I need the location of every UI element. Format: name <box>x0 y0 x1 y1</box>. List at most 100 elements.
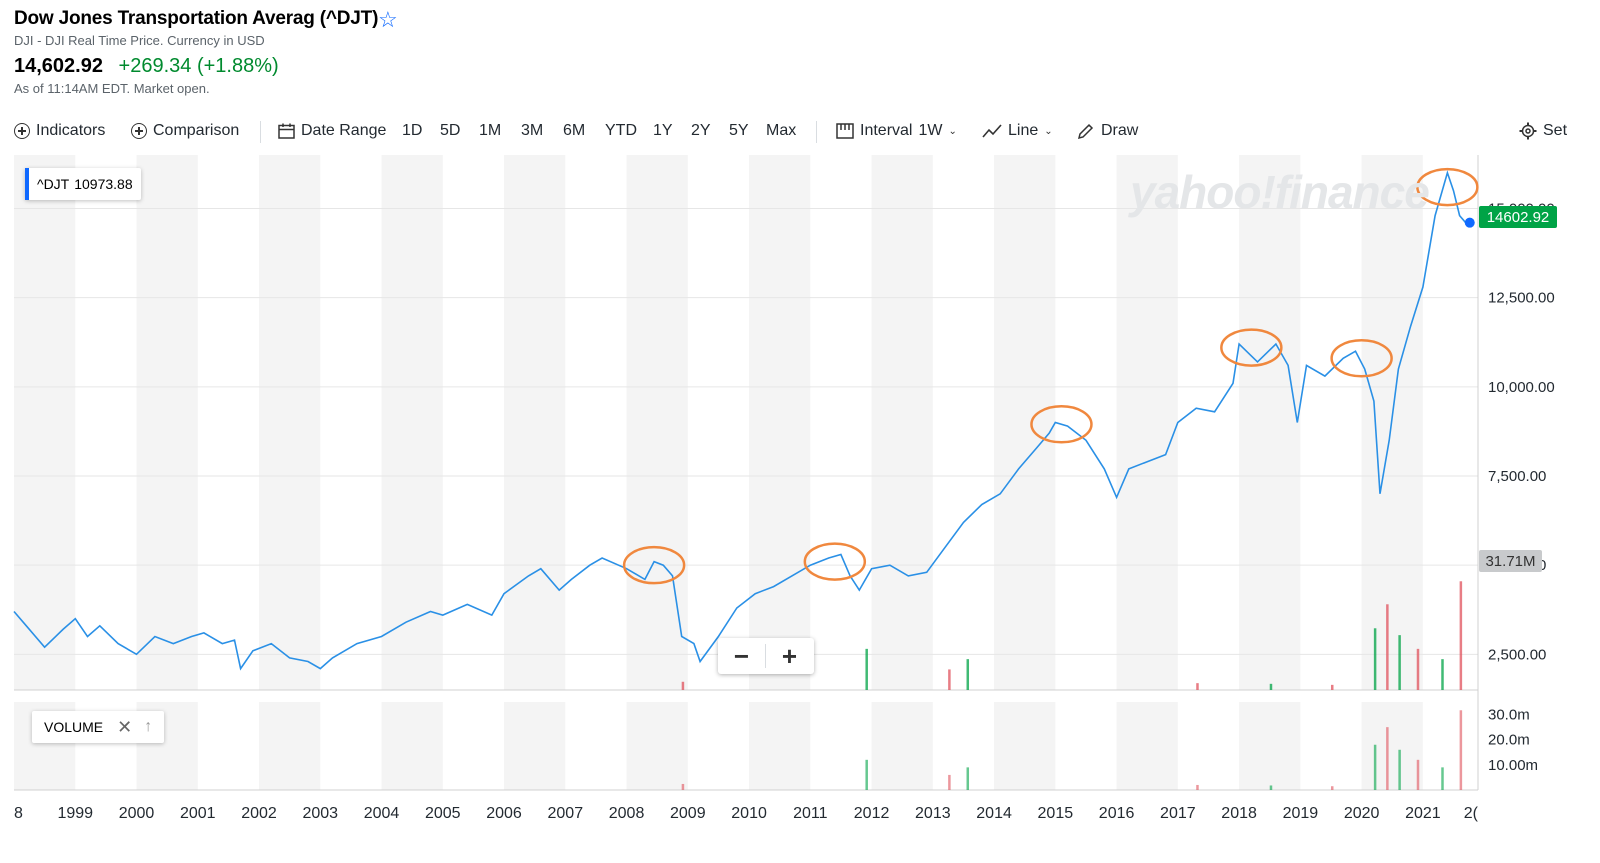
x-tick-label: 2005 <box>425 805 461 822</box>
range-6m[interactable]: 6M <box>563 122 586 139</box>
volume-bar <box>1459 581 1463 690</box>
volume-bar <box>948 669 951 690</box>
gear-icon <box>1519 122 1537 140</box>
year-band <box>1239 702 1301 790</box>
volume-bar <box>1398 635 1401 690</box>
year-band <box>1239 155 1301 690</box>
chevron-down-icon: ⌄ <box>1044 125 1053 137</box>
year-band <box>259 702 321 790</box>
quote-subtitle: DJI - DJI Real Time Price. Currency in U… <box>14 33 265 48</box>
year-band <box>504 155 566 690</box>
year-band <box>136 155 198 690</box>
x-tick-label: 2000 <box>119 805 155 822</box>
range-1d[interactable]: 1D <box>402 122 423 139</box>
range-5y[interactable]: 5Y <box>729 122 749 139</box>
last-price-dot <box>1464 217 1475 228</box>
volume-bar <box>1441 767 1444 790</box>
year-band <box>1116 702 1178 790</box>
year-band <box>871 702 933 790</box>
volume-bar <box>681 783 685 790</box>
x-tick-label: 2001 <box>180 805 216 822</box>
peak-highlight-ellipse <box>1330 339 1393 378</box>
x-tick-label: 2004 <box>364 805 400 822</box>
peak-highlight-ellipse <box>622 545 686 585</box>
range-2y[interactable]: 2Y <box>691 122 711 139</box>
pencil-icon <box>1077 123 1094 140</box>
volume-tick-label: 10.00m <box>1488 757 1538 774</box>
market-status: As of 11:14AM EDT. Market open. <box>14 81 210 96</box>
volume-bar <box>865 759 868 790</box>
year-band <box>626 155 688 690</box>
line-chart-icon <box>982 124 1002 138</box>
date-range-button[interactable]: Date Range <box>278 122 386 140</box>
x-tick-label: 8 <box>14 805 23 822</box>
legend-color-swatch <box>25 168 29 200</box>
last-price-tag: 14602.92 <box>1479 206 1557 228</box>
year-band <box>381 702 443 790</box>
legend-value: 10973.88 <box>74 176 133 192</box>
star-icon[interactable]: ☆ <box>378 7 398 32</box>
x-tick-label: 2019 <box>1283 805 1319 822</box>
year-band <box>749 702 811 790</box>
volume-bar <box>1330 786 1334 790</box>
draw-button[interactable]: Draw <box>1077 122 1138 140</box>
range-max[interactable]: Max <box>766 122 797 139</box>
y-tick-label: 7,500.00 <box>1488 468 1546 485</box>
volume-panel-label: VOLUME ✕ ↑ <box>32 711 164 743</box>
volume-bar <box>1386 727 1389 790</box>
volume-bar <box>1196 683 1199 690</box>
x-tick-label: 2008 <box>609 805 645 822</box>
interval-label: Interval <box>860 122 913 139</box>
y-tick-label: 10,000.00 <box>1488 379 1555 396</box>
volume-bar <box>1196 784 1199 790</box>
indicators-button[interactable]: Indicators <box>14 122 105 140</box>
volume-bar <box>1373 744 1377 790</box>
y-tick-label: 12,500.00 <box>1488 290 1555 307</box>
chevron-down-icon: ⌄ <box>948 125 957 137</box>
indicators-label: Indicators <box>36 122 106 139</box>
range-1m[interactable]: 1M <box>479 122 502 139</box>
volume-bar <box>966 767 970 790</box>
close-icon[interactable]: ✕ <box>117 716 133 737</box>
volume-bar <box>1373 628 1377 690</box>
zoom-out-button[interactable]: − <box>733 640 750 671</box>
year-band <box>1116 155 1178 690</box>
range-1y[interactable]: 1Y <box>653 122 673 139</box>
series-legend[interactable]: ^DJT 10973.88 <box>25 168 141 200</box>
volume-bar <box>1330 684 1334 690</box>
x-tick-label: 2011 <box>793 805 828 822</box>
price-line <box>13 170 1467 671</box>
x-tick-label: 2020 <box>1344 805 1380 822</box>
x-tick-label: 2014 <box>976 805 1012 822</box>
range-ytd[interactable]: YTD <box>605 122 637 139</box>
volume-bar <box>1416 648 1420 690</box>
interval-icon <box>836 123 854 139</box>
range-5d[interactable]: 5D <box>440 122 461 139</box>
volume-bar <box>1386 604 1389 690</box>
comparison-button[interactable]: Comparison <box>131 122 239 140</box>
arrow-up-icon[interactable]: ↑ <box>144 718 153 735</box>
volume-bar <box>966 659 970 690</box>
year-band <box>381 155 443 690</box>
price-change: +269.34 (+1.88%) <box>118 55 279 77</box>
interval-value: 1W <box>918 122 943 139</box>
chart-type-label: Line <box>1008 122 1039 139</box>
settings-label: Set <box>1543 122 1568 139</box>
zoom-in-button[interactable]: + <box>781 640 798 671</box>
range-3m[interactable]: 3M <box>521 122 544 139</box>
zoom-control: − + <box>718 638 814 674</box>
draw-label: Draw <box>1101 122 1139 139</box>
volume-bar <box>865 648 868 690</box>
price-row: 14,602.92 +269.34 (+1.88%) <box>14 55 279 78</box>
interval-dropdown[interactable]: Interval 1W ⌄ <box>836 122 957 140</box>
chart-toolbar: Indicators Comparison Date Range 1D 5D 1… <box>0 118 1600 146</box>
x-tick-label: 2017 <box>1160 805 1196 822</box>
toolbar-divider <box>816 121 817 143</box>
x-tick-label: 2003 <box>302 805 338 822</box>
volume-bar <box>1459 710 1463 790</box>
settings-button[interactable]: Set <box>1519 122 1567 140</box>
peak-highlight-ellipse <box>1220 328 1283 367</box>
chart-type-dropdown[interactable]: Line ⌄ <box>982 122 1053 140</box>
year-band <box>994 155 1056 690</box>
